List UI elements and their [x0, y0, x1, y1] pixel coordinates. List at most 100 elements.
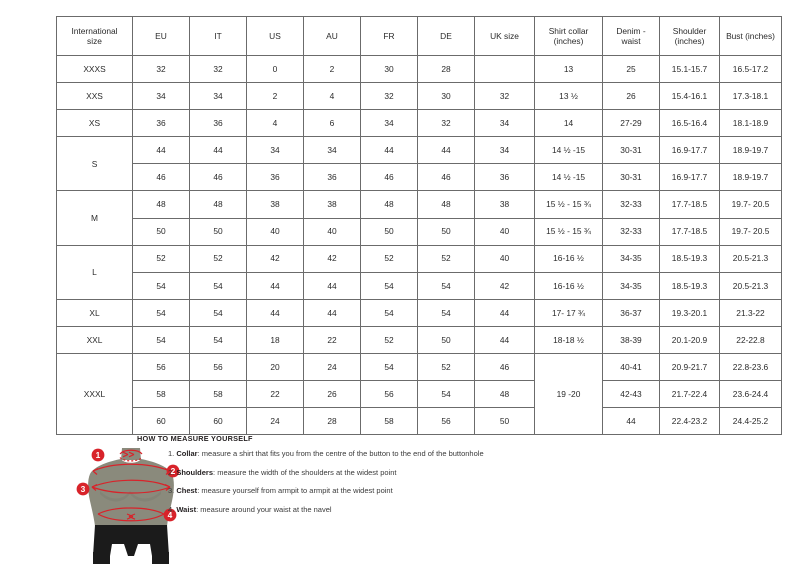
measure-item-text: : measure the width of the shoulders at … [213, 467, 397, 477]
measure-item-text: : measure around your waist at the navel [196, 504, 332, 514]
cell-uk-size: 38 [474, 190, 535, 219]
measure-item-number: 3. [168, 486, 177, 495]
cell-de: 54 [417, 298, 475, 327]
cell-us: 0 [246, 54, 304, 84]
measure-instruction-item: 2. Shoulders: measure the width of the s… [168, 468, 738, 477]
cell-bust: 19.7- 20.5 [719, 190, 782, 219]
cell-uk-size: 32 [474, 82, 535, 111]
cell-us: 22 [246, 380, 304, 409]
cell-de: 52 [417, 244, 475, 273]
cell-shoulder: 20.9-21.7 [659, 353, 720, 382]
cell-shirt-collar: 14 [534, 109, 603, 138]
table-row: 50 50 40 40 50 50 40 15 ½ - 15 ¾ 32-33 17.7-18.5 1… [57, 217, 782, 246]
cell-de: 28 [417, 54, 475, 84]
cell-shirt-collar: 13 ½ [534, 82, 603, 111]
cell-us: 20 [246, 353, 304, 382]
mannequin-shorts-lower [93, 552, 169, 564]
cell-shoulder: 18.5-19.3 [659, 271, 720, 300]
cell-it: 54 [189, 271, 247, 300]
how-to-measure-list: 1. Collar: measure a shirt that fits you… [168, 449, 738, 523]
cell-international-size: L [56, 244, 133, 300]
waist-measure-arrow [97, 507, 165, 522]
cell-shirt-collar: 16-16 ½ [534, 244, 603, 273]
cell-bust: 22.8-23.6 [719, 353, 782, 382]
cell-us: 40 [246, 217, 304, 246]
cell-bust: 18.1-18.9 [719, 109, 782, 138]
cell-denim-waist: 36-37 [602, 298, 660, 327]
cell-shirt-collar: 13 [534, 54, 603, 84]
table-header: International size EU IT US AU FR DE UK … [56, 16, 782, 56]
table-row: 58 58 22 26 56 54 48 42-43 21.7-22.4 23.6-24.4 [57, 380, 782, 409]
cell-fr: 50 [360, 217, 418, 246]
cell-it: 58 [189, 380, 247, 409]
cell-eu: 54 [132, 298, 190, 327]
cell-shoulder: 20.1-20.9 [659, 325, 720, 355]
column-header-fr: FR [360, 16, 418, 56]
cell-eu: 58 [132, 380, 190, 409]
cell-it: 44 [189, 136, 247, 165]
cell-eu: 54 [132, 325, 190, 355]
callout-badge-1: 1 [91, 448, 105, 462]
cell-shirt-collar: 16-16 ½ [534, 271, 603, 300]
svg-text:2: 2 [171, 466, 176, 476]
collar-measure-arrow [119, 449, 143, 462]
cell-denim-waist: 30-31 [602, 163, 660, 192]
cell-de: 50 [417, 325, 475, 355]
cell-eu: 44 [132, 136, 190, 165]
cell-denim-waist: 34-35 [602, 244, 660, 273]
cell-it: 50 [189, 217, 247, 246]
cell-denim-waist: 40-41 [602, 353, 660, 382]
cell-au: 44 [303, 271, 361, 300]
column-header-denim-waist: Denim - waist [602, 16, 660, 56]
header-line-1: Shirt collar [548, 25, 589, 36]
column-header-uk-size: UK size [474, 16, 535, 56]
table-row: 46 46 36 36 46 46 36 14 ½ -15 30-31 16.9-17.7 18.9… [57, 163, 782, 192]
cell-denim-waist: 30-31 [602, 136, 660, 165]
header-line-1: International [71, 25, 118, 36]
cell-shoulder: 15.1-15.7 [659, 54, 720, 84]
cell-fr: 46 [360, 163, 418, 192]
cell-it: 54 [189, 298, 247, 327]
cell-au: 2 [303, 54, 361, 84]
cell-international-size: XL [56, 298, 133, 327]
cell-fr: 56 [360, 380, 418, 409]
cell-denim-waist: 42-43 [602, 380, 660, 409]
cell-fr: 58 [360, 407, 418, 436]
cell-fr: 34 [360, 109, 418, 138]
cell-bust: 16.5-17.2 [719, 54, 782, 84]
cell-au: 28 [303, 407, 361, 436]
column-header-shoulder: Shoulder (inches) [659, 16, 720, 56]
cell-uk-size: 48 [474, 380, 535, 409]
cell-uk-size: 40 [474, 217, 535, 246]
cell-bust: 21.3-22 [719, 298, 782, 327]
cell-de: 30 [417, 82, 475, 111]
cell-shoulder: 15.4-16.1 [659, 82, 720, 111]
cell-it: 34 [189, 82, 247, 111]
cell-shoulder: 17.7-18.5 [659, 217, 720, 246]
cell-bust: 17.3-18.1 [719, 82, 782, 111]
cell-eu: 48 [132, 190, 190, 219]
header-line-2: waist [621, 36, 641, 46]
measure-instruction-item: 1. Collar: measure a shirt that fits you… [168, 449, 738, 458]
header-line-2: size [87, 36, 102, 46]
cell-bust: 20.5-21.3 [719, 271, 782, 300]
cell-international-size: XS [56, 109, 133, 138]
cell-de: 48 [417, 190, 475, 219]
cell-eu: 34 [132, 82, 190, 111]
cell-au: 6 [303, 109, 361, 138]
cell-shoulder: 22.4-23.2 [659, 407, 720, 436]
size-chart-table: International size EU IT US AU FR DE UK … [56, 16, 782, 436]
cell-uk-size: 44 [474, 325, 535, 355]
cell-shirt-collar: 15 ½ - 15 ¾ [534, 190, 603, 219]
how-to-measure-section: HOW TO MEASURE YOURSELF [56, 430, 756, 566]
table-row: XXL 54 54 18 22 52 50 44 18-18 ½ 38-39 20.1-20.9 22… [56, 325, 782, 355]
cell-eu: 60 [132, 407, 190, 436]
cell-uk-size [474, 54, 535, 84]
cell-bust: 19.7- 20.5 [719, 217, 782, 246]
cell-fr: 44 [360, 136, 418, 165]
column-header-it: IT [189, 16, 247, 56]
column-header-us: US [246, 16, 304, 56]
callout-badge-3: 3 [76, 482, 90, 496]
measure-item-term: Waist [176, 504, 197, 514]
cell-it: 48 [189, 190, 247, 219]
